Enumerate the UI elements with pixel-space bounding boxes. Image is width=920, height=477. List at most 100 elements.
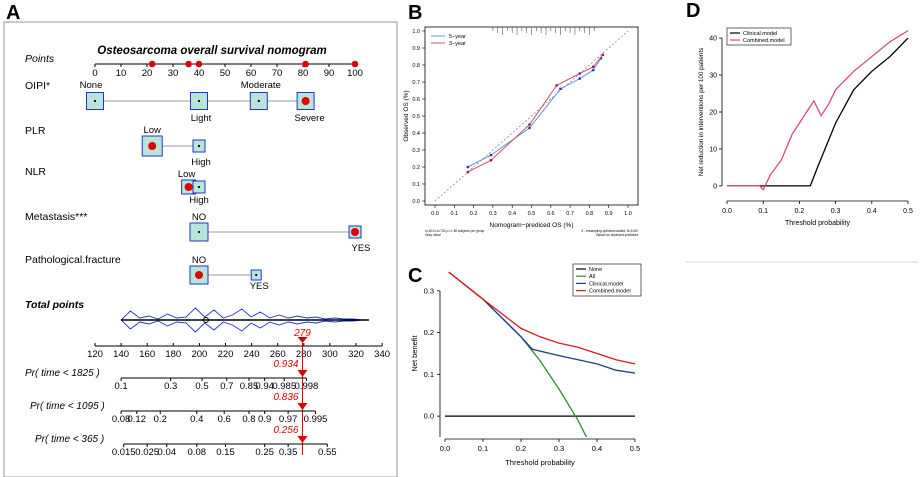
cic-y-tick-label: 40 — [709, 36, 717, 43]
dca-x-tick-label: 0.5 — [630, 444, 640, 453]
calib-point — [578, 77, 582, 80]
level-label: YES — [250, 281, 269, 292]
level-selected-dot — [301, 97, 310, 105]
prob-tick-label: 0.995 — [304, 414, 328, 425]
calib-x-tick-label: 0.2 — [470, 211, 478, 217]
calibration-chart: 0.0 0.1 0.2 0.3 0.4 0.5 0.6 0.7 0.8 0.9 1.0 0.0 0.1 0… — [403, 26, 639, 237]
prob-tick-label: 0.08 — [188, 447, 207, 458]
dca-x-label: Threshold probability — [505, 458, 575, 467]
level-dot — [255, 273, 258, 277]
calib-point — [591, 68, 595, 72]
panel-b-letter: B — [408, 2, 422, 24]
prob-tick-label: 0.55 — [318, 447, 337, 458]
calib-y-tick-label: 0.8 — [412, 63, 420, 69]
dca-y-tick-label: 0.0 — [424, 412, 434, 421]
cic-y-tick-label: 20 — [709, 110, 717, 117]
cic-y-tick-label: 30 — [709, 73, 717, 80]
level-dot — [197, 185, 201, 189]
prob-result-label: 0.934 — [273, 359, 298, 370]
prob-axis-label: Pr( time < 365 ) — [35, 434, 104, 445]
calib-point — [489, 158, 493, 162]
level-dot — [197, 144, 201, 148]
calib-point — [466, 170, 470, 174]
total-tick-label: 240 — [244, 349, 260, 360]
panel-c-letter: C — [408, 265, 422, 287]
total-points-label: Total points — [25, 299, 84, 311]
calib-point — [591, 65, 595, 68]
prob-tick-label: 0.4 — [190, 414, 203, 425]
calib-x-tick-label: 0.3 — [489, 211, 497, 217]
prob-tick-label: 0.08 — [112, 414, 131, 425]
calib-y-tick-label: 0.7 — [412, 80, 420, 86]
calib-y-tick-label: 0.2 — [412, 165, 420, 171]
total-tick-label: 260 — [270, 349, 286, 360]
prob-tick-label: 0.15 — [216, 447, 235, 458]
level-dot — [197, 230, 201, 234]
level-label: NO — [192, 212, 206, 223]
variable-label: Metastasis*** — [25, 211, 87, 223]
points-tick-label: 70 — [272, 68, 283, 79]
total-tick-label: 300 — [322, 349, 338, 360]
level-dot — [197, 99, 201, 103]
dca-x-tick-label: 0.1 — [478, 444, 488, 453]
points-tick-label: 100 — [347, 68, 363, 79]
variable-label: PLR — [25, 125, 46, 137]
calib-x-tick-label: 0.8 — [586, 211, 594, 217]
level-dot — [93, 99, 97, 103]
prob-tick-label: 0.1 — [114, 381, 127, 392]
prob-result-label: 0.836 — [273, 392, 298, 403]
points-tick-label: 20 — [142, 68, 153, 79]
calib-x-tick-label: 0.7 — [566, 211, 574, 217]
level-dot — [257, 99, 260, 103]
prob-tick-label: 0.97 — [279, 414, 298, 425]
prob-tick-label: 0.35 — [279, 447, 298, 458]
points-tick-label: 90 — [324, 68, 335, 79]
cic-x-tick-label: 0.5 — [903, 208, 913, 215]
points-marker — [185, 60, 192, 68]
points-tick-label: 50 — [220, 68, 231, 79]
dca-legend-label: None — [589, 267, 602, 273]
points-tick-label: 80 — [298, 68, 309, 79]
calib-legend-label: 5−year — [449, 34, 466, 40]
prob-result-marker — [297, 436, 308, 443]
total-tick-label: 200 — [191, 349, 207, 360]
dca-x-tick-label: 0.3 — [554, 444, 564, 453]
cic-series-line — [727, 30, 909, 191]
total-tick-label: 160 — [139, 349, 155, 360]
calib-x-tick-label: 0.1 — [450, 211, 458, 217]
cic-x-tick-label: 0.4 — [867, 208, 877, 215]
prob-tick-label: 0.3 — [164, 381, 177, 392]
level-label: Light — [191, 113, 212, 124]
dca-y-tick-label: 0.2 — [424, 328, 434, 337]
calib-point — [489, 153, 493, 157]
prob-tick-label: 0.2 — [154, 414, 167, 425]
calib-y-tick-label: 0.9 — [412, 46, 420, 52]
calib-x-tick-label: 0.4 — [508, 211, 516, 217]
points-tick-label: 40 — [194, 68, 205, 79]
calib-y-tick-label: 0.6 — [412, 97, 420, 103]
prob-tick-label: 0.025 — [135, 447, 159, 458]
total-tick-label: 120 — [87, 349, 103, 360]
net-reduction-chart: 0.0 0.1 0.2 0.3 0.4 0.5 0 10 20 30 40 Threshold pro… — [686, 27, 918, 263]
variable-label: NLR — [25, 166, 46, 178]
points-marker — [302, 60, 309, 68]
dca-series-line — [448, 271, 588, 437]
cic-y-tick-label: 10 — [709, 146, 717, 153]
points-marker — [351, 60, 359, 68]
calib-point — [466, 165, 470, 169]
points-label: Points — [25, 53, 55, 65]
cic-legend-label: Clinical.model — [743, 31, 777, 37]
prob-tick-label: 0.25 — [255, 447, 274, 458]
calib-x-label: Nomogram−prediced OS (%) — [490, 222, 574, 229]
calib-footnote-left: Gray: ideal — [425, 233, 441, 237]
total-selected-marker — [297, 337, 308, 343]
dca-legend-label: Clinical.model — [589, 281, 623, 287]
dca-x-tick-label: 0.0 — [440, 444, 450, 453]
cic-legend-label: Combined.model — [743, 38, 785, 44]
calib-footnote-left: n=1014 d=732 p=1, 80 subjects per group — [425, 229, 485, 233]
points-tick-label: 60 — [246, 68, 257, 79]
prob-result-label: 0.256 — [273, 425, 298, 436]
calib-series-line — [467, 54, 604, 173]
total-tick-label: 140 — [113, 349, 129, 360]
total-tick-label: 180 — [165, 349, 181, 360]
